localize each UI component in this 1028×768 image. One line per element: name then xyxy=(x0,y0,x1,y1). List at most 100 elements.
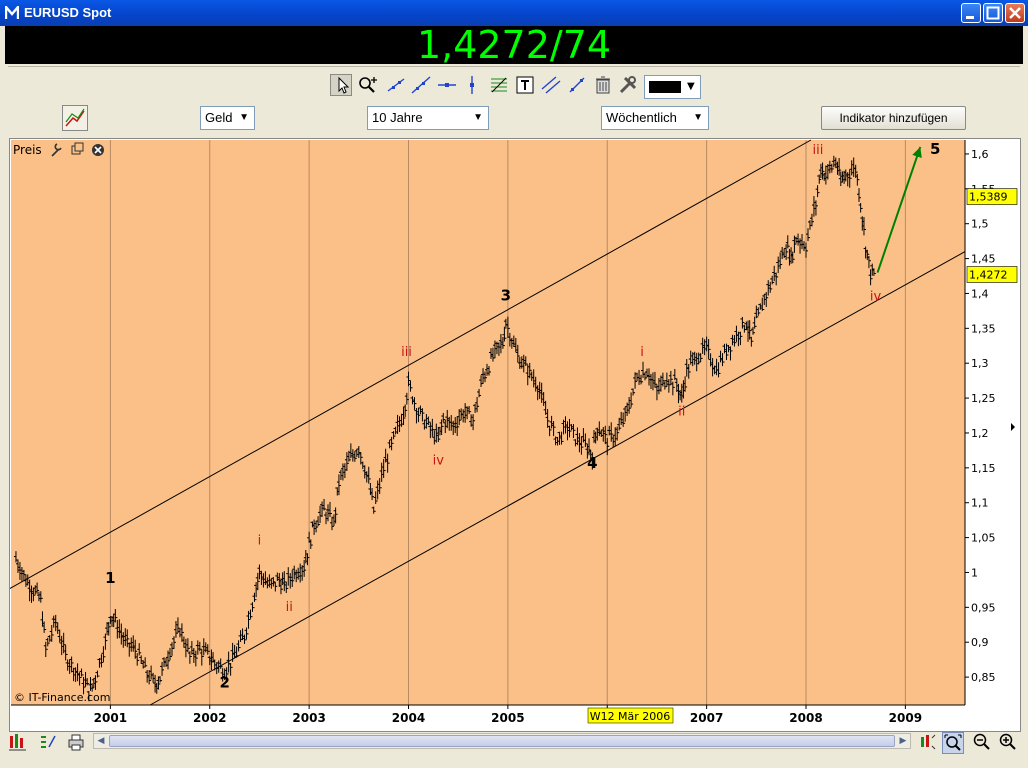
autoscale-icon[interactable] xyxy=(918,732,938,752)
cross-tool-button[interactable] xyxy=(566,74,588,96)
delete-button[interactable] xyxy=(592,74,614,96)
indicator-settings-button[interactable] xyxy=(62,105,88,131)
wrench-icon[interactable] xyxy=(51,143,62,157)
wave-label: ii xyxy=(286,600,293,615)
y-tick-label: 1,5 xyxy=(971,218,989,231)
y-tick-label: 1,4 xyxy=(971,287,989,300)
interval-select[interactable]: Wöchentlich ▼ xyxy=(601,106,709,130)
color-swatch xyxy=(649,81,681,93)
tools-button[interactable] xyxy=(617,74,639,96)
price-type-select[interactable]: Geld ▼ xyxy=(200,106,255,130)
zoom-tool-button[interactable] xyxy=(357,74,379,96)
watermark: © IT-Finance.com xyxy=(14,691,111,704)
close-panel-icon[interactable] xyxy=(92,144,104,156)
panel-label: Preis xyxy=(13,143,42,157)
vertical-line-tool-button[interactable] xyxy=(461,74,483,96)
y-tick-label: 1,15 xyxy=(971,462,996,475)
vertical-line-icon xyxy=(470,76,474,94)
wave-label: iii xyxy=(401,345,412,360)
chart-list-icon[interactable] xyxy=(8,732,28,752)
price-marker-box xyxy=(966,188,1018,205)
print-icon[interactable] xyxy=(66,732,86,752)
close-icon xyxy=(1009,7,1021,19)
zoom-in-icon[interactable] xyxy=(998,732,1018,752)
y-tick-label: 1,3 xyxy=(971,357,989,370)
chart-frame: 1 2 3 4 5 i ii iii iv i ii iii iv 0,85 0,9 0,95 1 1,05 1,… xyxy=(0,138,1021,732)
add-indicator-button[interactable]: Indikator hinzufügen xyxy=(821,106,966,130)
y-tick-label: 0,95 xyxy=(971,601,996,614)
y-tick-label: 1,45 xyxy=(971,253,996,266)
plot-area xyxy=(11,140,965,705)
horizontal-line-icon xyxy=(438,83,456,87)
cross-icon xyxy=(569,77,585,93)
y-tick-label: 1,05 xyxy=(971,532,996,545)
zoom-plus-icon xyxy=(359,77,377,93)
text-icon xyxy=(516,76,534,94)
wave-label: iv xyxy=(870,289,882,304)
wave-label: 4 xyxy=(587,454,597,472)
trash-icon xyxy=(596,76,610,94)
price-marker-label: 1,4272 xyxy=(969,268,1008,281)
line-color-select[interactable]: ▼ xyxy=(644,75,701,99)
projection-arrowhead xyxy=(912,146,922,159)
y-tick-label: 1 xyxy=(971,566,978,579)
quote-price: 1,4272/74 xyxy=(416,23,612,67)
trendline-icon xyxy=(387,78,405,92)
indicator-icon xyxy=(65,108,85,127)
x-tick-label: 2001 xyxy=(94,711,127,725)
quote-panel: 1,4272/74 xyxy=(5,23,1023,67)
x-tick-label: 2009 xyxy=(889,711,922,725)
x-tick-label: 2007 xyxy=(690,711,723,725)
chevron-down-icon: ▼ xyxy=(239,112,249,123)
compare-icon[interactable] xyxy=(38,732,58,752)
x-tick-label: 2003 xyxy=(292,711,325,725)
minimize-button[interactable] xyxy=(961,3,981,23)
chevron-down-icon: ▼ xyxy=(473,112,483,123)
trendline-tool-button[interactable] xyxy=(385,74,407,96)
y-tick-label: 1,35 xyxy=(971,322,996,335)
horizontal-line-tool-button[interactable] xyxy=(436,74,458,96)
drawing-toolbar xyxy=(5,72,1023,102)
horizontal-scrollbar[interactable]: ◀ ▶ xyxy=(93,733,911,749)
x-tick-label: 2004 xyxy=(392,711,425,725)
ray-tool-button[interactable] xyxy=(410,74,432,96)
close-button[interactable] xyxy=(1005,3,1025,23)
scroll-left-icon[interactable]: ◀ xyxy=(97,736,105,746)
period-select[interactable]: 10 Jahre ▼ xyxy=(367,106,489,130)
window-title: EURUSD Spot xyxy=(24,5,112,20)
maximize-button[interactable] xyxy=(983,3,1003,23)
fibonacci-tool-button[interactable] xyxy=(488,74,510,96)
wave-label: iv xyxy=(433,453,445,468)
chevron-down-icon: ▼ xyxy=(687,81,695,92)
window-icon[interactable] xyxy=(71,142,84,155)
y-tick-label: 0,85 xyxy=(971,671,996,684)
tools-icon xyxy=(619,76,637,94)
y-tick-label: 1,1 xyxy=(971,497,989,510)
fibonacci-icon xyxy=(491,77,507,93)
y-tick-label: 1,6 xyxy=(971,148,989,161)
price-marker-box xyxy=(966,266,1018,283)
channel-icon xyxy=(541,76,561,94)
wave-label: 2 xyxy=(219,674,229,692)
pointer-tool-button[interactable] xyxy=(330,74,352,96)
wave-label: i xyxy=(258,534,262,549)
window-titlebar: EURUSD Spot xyxy=(0,0,1028,26)
price-type-value: Geld xyxy=(205,110,233,125)
wave-label: 1 xyxy=(105,569,115,587)
scroll-right-icon[interactable]: ▶ xyxy=(899,736,907,746)
scroll-thumb[interactable] xyxy=(109,735,895,747)
y-tick-label: 1,2 xyxy=(971,427,989,440)
maximize-icon xyxy=(986,6,1000,20)
channel-line xyxy=(0,139,812,594)
splitter[interactable] xyxy=(8,66,1020,70)
text-tool-button[interactable] xyxy=(514,74,536,96)
wave-label: 3 xyxy=(501,286,511,304)
channel-tool-button[interactable] xyxy=(540,74,562,96)
pointer-icon xyxy=(338,76,350,94)
zoom-out-icon[interactable] xyxy=(972,732,992,752)
scroll-marker-icon xyxy=(1011,423,1015,431)
channel-line xyxy=(149,251,966,706)
minimize-icon xyxy=(966,16,974,19)
zoom-fit-icon[interactable] xyxy=(942,732,964,754)
